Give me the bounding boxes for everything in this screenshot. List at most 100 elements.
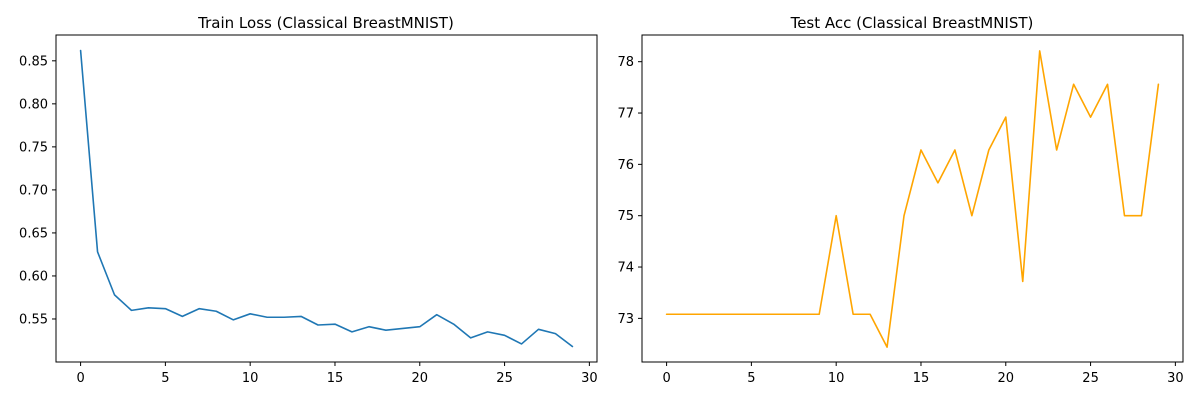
train-loss-ytick-label: 0.65 <box>19 226 48 241</box>
test-acc-point <box>818 313 820 315</box>
test-acc-ytick-label: 75 <box>617 209 634 224</box>
train-loss-point <box>571 345 573 347</box>
train-loss-point <box>232 319 234 321</box>
train-loss-xtick-label: 15 <box>327 371 344 386</box>
test-acc-point <box>665 313 667 315</box>
train-loss-ytick-label: 0.55 <box>19 312 48 327</box>
test-acc-ytick-label: 77 <box>617 107 634 122</box>
train-loss-point <box>520 343 522 345</box>
train-loss-ticks: 0 5 10 15 20 25 30 0.55 0.60 0.65 0.70 0.75 0.80 0.85 <box>19 54 598 386</box>
train-loss-point <box>419 326 421 328</box>
test-acc-chart: Test Acc (Classical BreastMNIST) 0 5 10 15 2… <box>617 14 1183 386</box>
train-loss-point <box>181 315 183 317</box>
test-acc-point <box>1089 116 1091 118</box>
train-loss-chart: Train Loss (Classical BreastMNIST) 0 5 10 1… <box>19 14 598 386</box>
test-acc-ytick-label: 78 <box>617 55 634 70</box>
train-loss-series <box>79 49 574 348</box>
train-loss-point <box>164 307 166 309</box>
train-loss-ytick-label: 0.80 <box>19 97 48 112</box>
train-loss-point <box>537 328 539 330</box>
test-acc-series <box>665 50 1160 348</box>
test-acc-point <box>1005 116 1007 118</box>
test-acc-xtick-label: 5 <box>747 371 755 386</box>
test-acc-point <box>801 313 803 315</box>
train-loss-ytick-label: 0.75 <box>19 140 48 155</box>
train-loss-title: Train Loss (Classical BreastMNIST) <box>197 14 454 32</box>
test-acc-point <box>767 313 769 315</box>
train-loss-point <box>486 331 488 333</box>
test-acc-point <box>1123 214 1125 216</box>
train-loss-line <box>79 49 574 348</box>
test-acc-point <box>699 313 701 315</box>
train-loss-ytick-label: 0.60 <box>19 269 48 284</box>
train-loss-xtick-label: 30 <box>581 371 598 386</box>
test-acc-ytick-label: 74 <box>617 261 634 276</box>
train-loss-xtick-label: 0 <box>76 371 84 386</box>
test-acc-point <box>784 313 786 315</box>
train-loss-point <box>266 316 268 318</box>
train-loss-point <box>300 315 302 317</box>
test-acc-xtick-label: 15 <box>913 371 930 386</box>
train-loss-xtick-label: 20 <box>412 371 429 386</box>
train-loss-point <box>402 327 404 329</box>
test-acc-point <box>1106 83 1108 85</box>
test-acc-point <box>750 313 752 315</box>
train-loss-point <box>385 329 387 331</box>
test-acc-axes-frame <box>641 34 1184 363</box>
train-loss-xtick-label: 10 <box>242 371 259 386</box>
test-acc-point <box>869 313 871 315</box>
test-acc-xtick-label: 30 <box>1167 371 1184 386</box>
test-acc-point <box>1038 50 1040 52</box>
test-acc-ytick-label: 76 <box>617 158 634 173</box>
test-acc-ytick-label: 73 <box>617 312 634 327</box>
test-acc-line <box>665 50 1160 348</box>
test-acc-xtick-label: 10 <box>828 371 845 386</box>
train-loss-point <box>503 334 505 336</box>
test-acc-xtick-label: 20 <box>998 371 1015 386</box>
train-loss-point <box>317 324 319 326</box>
test-acc-point <box>733 313 735 315</box>
test-acc-point <box>682 313 684 315</box>
train-loss-point <box>79 49 81 51</box>
train-loss-point <box>147 307 149 309</box>
train-loss-xtick-label: 5 <box>161 371 169 386</box>
train-loss-point <box>554 332 556 334</box>
test-acc-xtick-label: 25 <box>1082 371 1099 386</box>
train-loss-point <box>351 331 353 333</box>
train-loss-point <box>96 251 98 253</box>
test-acc-point <box>937 182 939 184</box>
test-acc-title: Test Acc (Classical BreastMNIST) <box>790 14 1034 32</box>
train-loss-ytick-label: 0.85 <box>19 54 48 69</box>
test-acc-point <box>971 214 973 216</box>
train-loss-point <box>469 337 471 339</box>
test-acc-point <box>835 214 837 216</box>
test-acc-point <box>1140 214 1142 216</box>
train-loss-point <box>215 310 217 312</box>
test-acc-point <box>1022 280 1024 282</box>
test-acc-point <box>716 313 718 315</box>
train-loss-axes-frame <box>55 34 598 363</box>
test-acc-point <box>1157 83 1159 85</box>
test-acc-xtick-label: 0 <box>662 371 670 386</box>
train-loss-point <box>334 323 336 325</box>
train-loss-ytick-label: 0.70 <box>19 183 48 198</box>
train-loss-point <box>283 316 285 318</box>
test-acc-ticks: 0 5 10 15 20 25 30 73 74 75 76 77 78 <box>617 55 1183 386</box>
test-acc-point <box>920 149 922 151</box>
test-acc-point <box>852 313 854 315</box>
test-acc-point <box>903 214 905 216</box>
train-loss-point <box>113 294 115 296</box>
test-acc-point <box>1055 149 1057 151</box>
train-loss-point <box>249 313 251 315</box>
train-loss-point <box>452 323 454 325</box>
test-acc-point <box>1072 83 1074 85</box>
test-acc-point <box>886 346 888 348</box>
train-loss-point <box>436 313 438 315</box>
train-loss-xtick-label: 25 <box>496 371 513 386</box>
test-acc-point <box>988 149 990 151</box>
train-loss-point <box>130 309 132 311</box>
train-loss-point <box>198 307 200 309</box>
train-loss-point <box>368 326 370 328</box>
